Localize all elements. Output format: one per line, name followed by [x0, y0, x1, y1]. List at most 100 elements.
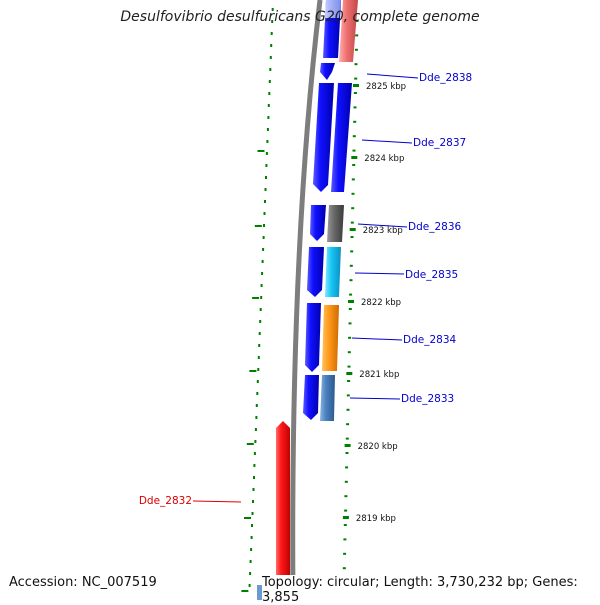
- ruler-tick-label: 2822 kbp: [361, 298, 401, 308]
- feature-pink: [339, 0, 358, 62]
- track-dot: [265, 176, 267, 179]
- ruler-minor-tick: [354, 48, 358, 51]
- track-dot: [268, 80, 271, 83]
- ruler-minor-tick: [344, 495, 348, 498]
- track-dot: [253, 452, 256, 455]
- ruler-minor-tick: [347, 365, 351, 368]
- ruler-minor-tick: [343, 552, 347, 555]
- track-long-tick: [249, 370, 257, 372]
- track-dot: [271, 20, 274, 23]
- track-long-tick: [246, 443, 254, 445]
- ruler-minor-tick: [348, 336, 352, 339]
- ruler-minor-tick: [350, 250, 354, 253]
- accession-label: Accession: NC_007519: [9, 575, 157, 590]
- feature-cyan-2835: [325, 247, 341, 297]
- track-dot: [257, 368, 260, 371]
- gene-label[interactable]: Dde_2834: [403, 334, 457, 346]
- track-dot: [264, 200, 266, 203]
- track-dot: [260, 296, 263, 299]
- cds-dde-2835: [307, 247, 324, 297]
- track-long-tick: [241, 590, 249, 592]
- ruler-minor-tick: [346, 408, 350, 411]
- track-dot: [258, 332, 261, 335]
- gene-label[interactable]: Dde_2835: [405, 269, 458, 281]
- track-dot: [263, 212, 266, 215]
- track-dot: [269, 68, 272, 71]
- ruler-minor-tick: [345, 437, 349, 440]
- ruler-minor-tick: [348, 308, 352, 310]
- feature-light-top: [325, 0, 341, 18]
- ruler-minor-tick: [353, 106, 357, 109]
- track-dot: [248, 584, 251, 587]
- ruler-minor-tick: [342, 567, 346, 570]
- feature-blue-2837: [331, 83, 352, 192]
- track-dot: [251, 524, 253, 527]
- track-dot: [267, 116, 270, 119]
- ruler-minor-tick: [354, 77, 358, 80]
- track-dot: [253, 464, 256, 467]
- gene-labels: Dde_2838 Dde_2837 Dde_2836 Dde_2835 Dde_2834…: [139, 72, 472, 507]
- track-dot: [265, 164, 268, 167]
- ruler-minor-tick: [353, 120, 357, 123]
- ruler-major-tick: [348, 300, 354, 303]
- track-dot: [261, 272, 264, 275]
- ruler-major-ticks: 2825 kbp 2824 kbp 2823 kbp 2822 kbp 2821 kbp…: [342, 20, 406, 584]
- track-dot: [269, 56, 272, 59]
- ruler-minor-tick: [345, 452, 349, 454]
- ruler-minor-tick: [346, 423, 350, 426]
- ruler-minor-tick: [350, 236, 354, 238]
- gene-leader-line: [357, 223, 408, 228]
- genome-backbone: [290, 0, 323, 600]
- ruler-minor-tick: [350, 221, 354, 224]
- ruler-major-tick: [346, 372, 353, 375]
- ruler-minor-tick: [345, 466, 349, 469]
- track-dot: [270, 32, 273, 35]
- gene-label[interactable]: Dde_2838: [419, 72, 472, 84]
- track-dot: [251, 512, 254, 515]
- track-dot: [255, 416, 258, 419]
- ruler-minor-tick: [352, 164, 356, 166]
- track-dot: [254, 440, 257, 443]
- track-dot: [250, 536, 253, 539]
- gene-label[interactable]: Dde_2836: [408, 221, 462, 233]
- ruler-major-tick: [349, 228, 356, 231]
- ruler-major-tick: [351, 156, 358, 159]
- ruler-major-tick: [353, 84, 359, 87]
- track-dot: [263, 224, 265, 227]
- track-dot: [256, 380, 259, 383]
- ruler-minor-ticks: [241, 150, 265, 592]
- track-dot: [268, 92, 271, 95]
- ruler-minor-tick: [353, 92, 357, 94]
- gene-leader-line: [366, 73, 419, 79]
- ruler-minor-tick: [355, 20, 359, 22]
- cds-dde-2834: [305, 303, 321, 372]
- track-dot: [270, 44, 273, 47]
- feature-steel-2833: [320, 375, 335, 421]
- track-dot: [267, 104, 270, 107]
- gene-label[interactable]: Dde_2833: [401, 393, 454, 405]
- feature-grey-2836: [327, 205, 344, 242]
- gene-label[interactable]: Dde_2832: [139, 495, 192, 507]
- ruler-tick-label: 2823 kbp: [363, 226, 403, 236]
- ruler-minor-tick: [351, 192, 355, 195]
- cds-dde-2838: [320, 63, 335, 80]
- track-dot: [253, 476, 255, 479]
- track-dot: [249, 572, 252, 575]
- ruler-major-tick: [344, 444, 351, 447]
- gene-leader-line: [354, 272, 405, 275]
- cds-dde-2833: [303, 375, 319, 420]
- ruler-minor-tick: [344, 509, 348, 512]
- outer-feature-row: [320, 0, 358, 421]
- ruler-minor-tick: [343, 524, 347, 526]
- gene-label[interactable]: Dde_2837: [413, 137, 466, 149]
- ruler-major-tick: [342, 516, 349, 519]
- track-dot: [252, 500, 254, 503]
- ruler-minor-tick: [347, 380, 351, 382]
- gene-leader-line: [351, 337, 403, 341]
- track-dot: [261, 260, 264, 263]
- track-dot: [255, 404, 258, 407]
- track-dot: [262, 236, 265, 239]
- track-dot: [266, 128, 269, 131]
- track-long-tick: [254, 225, 262, 227]
